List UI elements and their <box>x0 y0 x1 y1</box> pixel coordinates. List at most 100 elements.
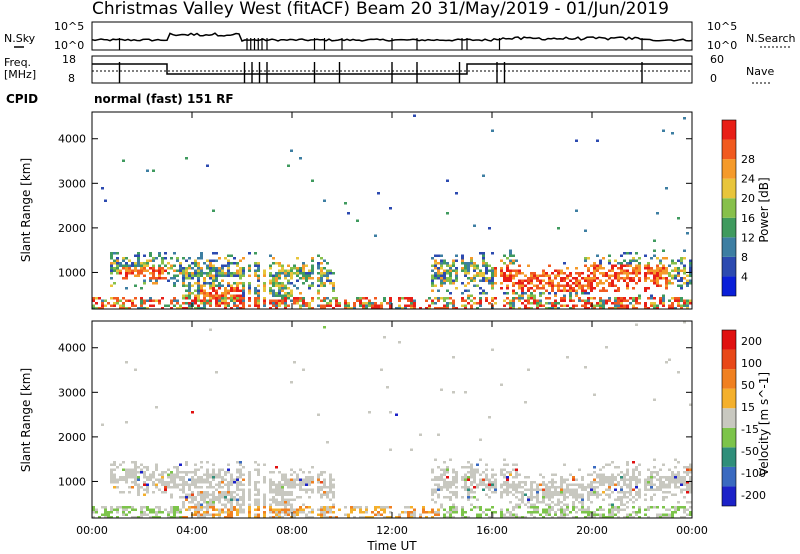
echo-cell-1122 <box>494 491 497 494</box>
echo-cell-1197 <box>521 284 524 287</box>
echo-cell-1085 <box>485 277 488 280</box>
echo-cell-95 <box>134 473 137 476</box>
echo-cell-74 <box>125 277 128 280</box>
echo-cell-268 <box>185 508 188 511</box>
echo-cell-940 <box>440 503 443 506</box>
echo-cell-571 <box>263 476 266 479</box>
echo-cell-1228 <box>530 292 533 295</box>
echo-cell-1033 <box>467 493 470 496</box>
echo-cell-950 <box>446 179 449 182</box>
echo-cell-744 <box>317 262 320 265</box>
echo-cell-1297 <box>548 511 551 514</box>
echo-cell-1669 <box>662 129 665 132</box>
echo-cell-1349 <box>563 498 566 501</box>
echo-cell-1398 <box>578 496 581 499</box>
echo-cell-104 <box>137 259 140 262</box>
echo-cell-1241 <box>533 481 536 484</box>
echo-cell-1770 <box>686 473 689 476</box>
echo-cell-1068 <box>482 252 485 255</box>
echo-cell-1601 <box>638 302 641 305</box>
echo-cell-1619 <box>647 277 650 280</box>
echo-cell-1467 <box>602 299 605 302</box>
echo-cell-925 <box>437 483 440 486</box>
echo-cell-474 <box>233 478 236 481</box>
echo-cell-63 <box>125 471 128 474</box>
echo-cell-1494 <box>611 284 614 287</box>
echo-cell-759 <box>320 272 323 275</box>
echo-cell-840 <box>362 516 365 519</box>
echo-cell-960 <box>446 486 449 489</box>
echo-cell-737 <box>311 277 314 280</box>
echo-cell-709 <box>302 282 305 285</box>
echo-cell-962 <box>446 496 449 499</box>
echo-cell-719 <box>305 302 308 305</box>
echo-cell-1002 <box>455 508 458 511</box>
echo-cell-578 <box>269 279 272 282</box>
echo-cell-997 <box>461 259 464 262</box>
echo-cell-1311 <box>554 473 557 476</box>
echo-cell-1792 <box>689 506 692 509</box>
echo-cell-756 <box>317 473 320 476</box>
echo-cell-96 <box>134 269 137 272</box>
echo-cell-406 <box>218 473 221 476</box>
echo-cell-1372 <box>578 274 581 277</box>
x-axis-label: Time UT <box>366 539 417 553</box>
echo-cell-1163 <box>509 483 512 486</box>
echo-cell-306 <box>194 511 197 514</box>
echo-cell-1428 <box>587 508 590 511</box>
echo-cell-391 <box>215 277 218 280</box>
echo-cell-717 <box>305 277 308 280</box>
echo-cell-1086 <box>485 279 488 282</box>
echo-cell-674 <box>290 381 293 384</box>
echo-cell-1321 <box>560 299 563 302</box>
echo-cell-1714 <box>674 274 677 277</box>
echo-cell-288 <box>191 496 194 499</box>
echo-cell-945 <box>443 282 446 285</box>
echo-cell-600 <box>272 491 275 494</box>
echo-cell-499 <box>239 468 242 471</box>
echo-cell-1519 <box>617 302 620 305</box>
echo-cell-1467 <box>599 478 602 481</box>
echo-cell-812 <box>344 307 347 310</box>
echo-cell-867 <box>389 411 392 414</box>
echo-cell-1157 <box>509 299 512 302</box>
echo-cell-1655 <box>653 398 656 401</box>
echo-cell-586 <box>272 257 275 260</box>
echo-cell-1130 <box>500 491 503 494</box>
echo-cell-614 <box>275 501 278 504</box>
echo-cell-514 <box>242 294 245 297</box>
echo-cell-135 <box>146 478 149 481</box>
echo-cell-1330 <box>560 481 563 484</box>
echo-cell-448 <box>227 486 230 489</box>
echo-cell-772 <box>320 506 323 509</box>
echo-cell-1786 <box>689 481 692 484</box>
echo-cell-713 <box>302 304 305 307</box>
echo-cell-1180 <box>512 513 515 516</box>
echo-cell-954 <box>446 269 449 272</box>
echo-cell-1483 <box>608 282 611 285</box>
echo-cell-1421 <box>590 289 593 292</box>
echo-cell-79 <box>131 461 134 464</box>
echo-cell-1022 <box>467 277 470 280</box>
echo-cell-49 <box>119 491 122 494</box>
echo-cell-735 <box>311 269 314 272</box>
echo-cell-1292 <box>548 496 551 499</box>
echo-cell-826 <box>347 513 350 516</box>
echo-cell-480 <box>236 272 239 275</box>
echo-cell-1378 <box>578 299 581 302</box>
echo-cell-534 <box>254 262 257 265</box>
echo-cell-205 <box>170 481 173 484</box>
echo-cell-1115 <box>494 274 497 277</box>
echo-cell-1460 <box>602 257 605 260</box>
echo-cell-1084 <box>482 511 485 514</box>
echo-cell-1363 <box>566 506 569 509</box>
echo-cell-149 <box>152 471 155 474</box>
echo-cell-1732 <box>674 506 677 509</box>
echo-cell-1457 <box>596 481 599 484</box>
echo-cell-1469 <box>602 304 605 307</box>
echo-cell-1015 <box>464 466 467 469</box>
echo-cell-77 <box>125 307 128 310</box>
echo-cell-672 <box>290 292 293 295</box>
echo-cell-419 <box>221 279 224 282</box>
echo-cell-1182 <box>515 463 518 466</box>
